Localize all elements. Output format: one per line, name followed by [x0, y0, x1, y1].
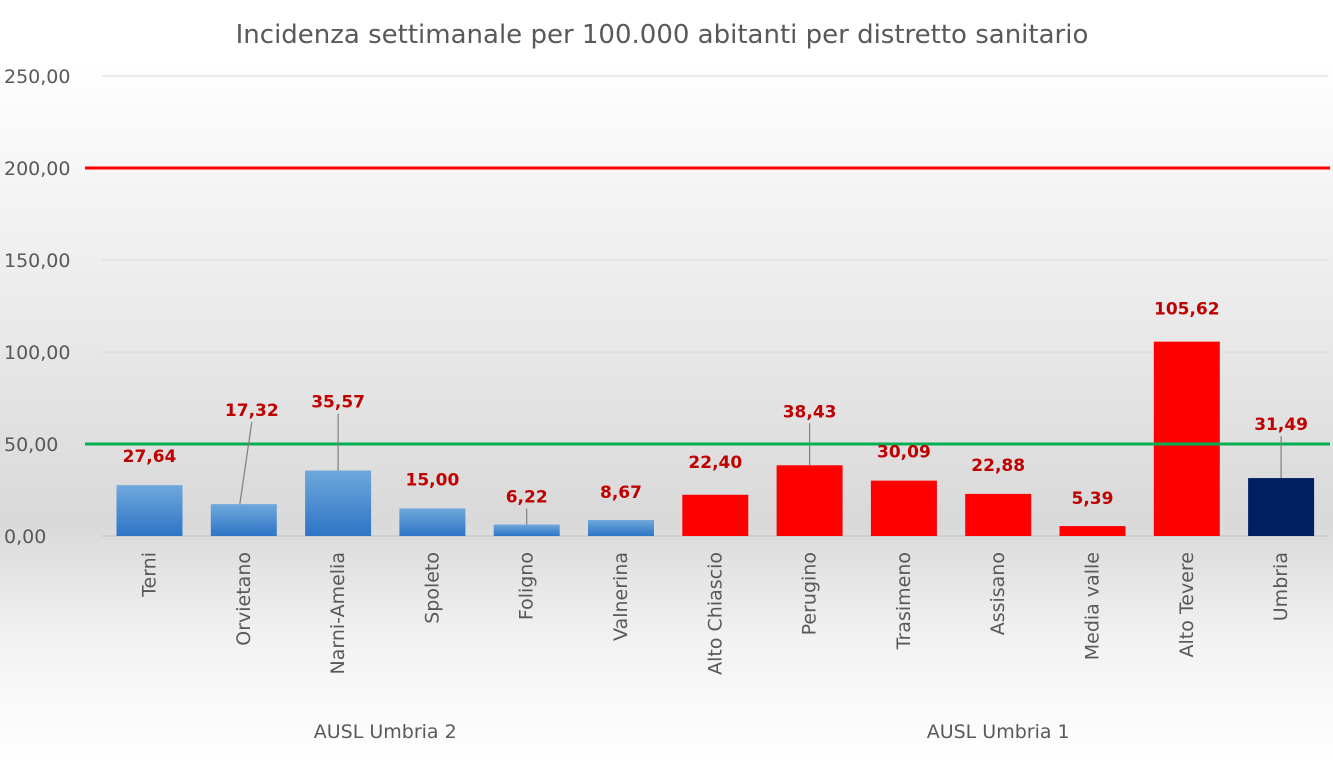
y-tick-label: 150,00: [4, 250, 70, 272]
x-tick-label: Alto Tevere: [1176, 552, 1198, 657]
y-tick-label: 0,00: [4, 526, 46, 548]
x-tick-label: Umbria: [1270, 552, 1292, 621]
x-tick-label: Media valle: [1082, 552, 1104, 660]
data-label: 22,40: [688, 453, 742, 473]
data-label: 8,67: [600, 483, 642, 503]
data-label: 35,57: [311, 393, 365, 413]
bar-orvietano: [210, 504, 277, 536]
x-tick-label: Terni: [139, 552, 161, 598]
label-leader-lines: [239, 413, 1282, 525]
data-label: 27,64: [123, 447, 177, 467]
x-tick-label: Spoleto: [421, 552, 443, 624]
data-label: 15,00: [406, 470, 460, 490]
bar-perugino: [776, 465, 843, 536]
y-tick-label: 50,00: [4, 434, 58, 456]
data-label: 6,22: [506, 488, 548, 508]
x-tick-label: Trasimeno: [893, 552, 915, 650]
x-tick-label: Assisano: [987, 552, 1009, 635]
leader-line: [239, 422, 253, 505]
data-label: 38,43: [783, 402, 837, 422]
x-tick-label: Perugino: [799, 552, 821, 635]
x-tick-label: Foligno: [516, 552, 538, 620]
data-label: 31,49: [1254, 415, 1308, 435]
bar-umbria: [1248, 478, 1315, 536]
bar-terni: [116, 485, 183, 536]
bar-alto-chiascio: [682, 494, 749, 536]
x-tick-label: Narni-Amelia: [327, 552, 349, 675]
chart-title: Incidenza settimanale per 100.000 abitan…: [236, 20, 1089, 50]
bar-foligno: [493, 524, 560, 536]
bar-spoleto: [399, 508, 466, 536]
bar-trasimeno: [870, 480, 937, 536]
group-label: AUSL Umbria 1: [927, 721, 1070, 743]
x-axis-ticks: Terni Orvietano Narni-Amelia Spoleto Foligno…: [139, 552, 1293, 675]
bar-media-valle: [1059, 526, 1126, 536]
bar-valnerina: [588, 520, 654, 536]
y-tick-label: 200,00: [4, 158, 70, 180]
bar-alto-tevere: [1153, 341, 1220, 536]
data-label: 17,32: [225, 401, 279, 421]
reference-lines: [85, 166, 1330, 446]
y-tick-label: 100,00: [4, 342, 70, 364]
data-label: 5,39: [1072, 489, 1114, 509]
y-axis-ticks: 0,00 50,00 100,00 150,00 200,00 250,00: [4, 66, 70, 548]
data-label: 105,62: [1154, 300, 1220, 320]
group-label: AUSL Umbria 2: [314, 721, 457, 743]
data-labels: 27,64 17,32 35,57 15,00 6,22 8,67 22,40 38,43 30…: [123, 300, 1308, 509]
y-tick-label: 250,00: [4, 66, 70, 88]
bars: [116, 341, 1315, 536]
data-label: 22,88: [971, 456, 1025, 476]
x-tick-label: Alto Chiascio: [704, 552, 726, 675]
group-labels: AUSL Umbria 2 AUSL Umbria 1: [314, 721, 1070, 743]
data-label: 30,09: [877, 443, 931, 463]
bar-narni-amelia: [305, 470, 372, 536]
x-tick-label: Valnerina: [610, 552, 632, 641]
x-tick-label: Orvietano: [233, 552, 255, 646]
bar-assisano: [965, 493, 1032, 536]
